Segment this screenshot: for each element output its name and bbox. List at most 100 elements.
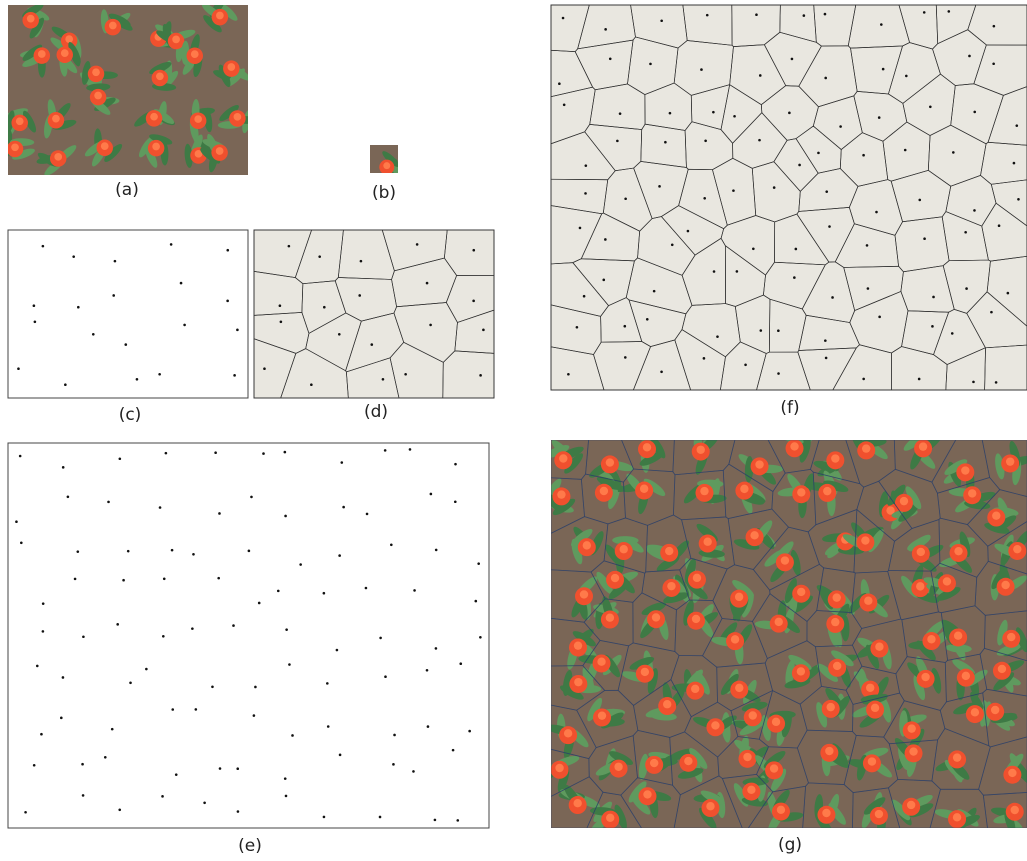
point xyxy=(882,68,885,71)
point xyxy=(112,294,115,297)
point xyxy=(107,501,110,504)
point xyxy=(875,211,878,214)
point xyxy=(482,329,485,332)
point xyxy=(262,452,265,455)
point xyxy=(454,500,457,503)
flower-center xyxy=(962,672,970,680)
point xyxy=(250,496,253,499)
point xyxy=(19,455,22,458)
point xyxy=(671,243,674,246)
flower-center xyxy=(152,143,160,151)
point xyxy=(712,111,715,114)
flower-center xyxy=(94,92,102,100)
point xyxy=(434,819,437,822)
point xyxy=(171,708,174,711)
point xyxy=(479,374,482,377)
point xyxy=(824,77,827,80)
point xyxy=(660,370,663,373)
point xyxy=(687,230,690,233)
point xyxy=(931,325,934,328)
flower-center xyxy=(16,117,24,125)
point xyxy=(42,602,45,605)
flower-center xyxy=(692,615,700,623)
point xyxy=(585,164,588,167)
point xyxy=(42,245,45,248)
point xyxy=(477,562,480,565)
point xyxy=(435,647,438,650)
point xyxy=(732,189,735,192)
point xyxy=(340,461,343,464)
point xyxy=(33,304,36,307)
point xyxy=(426,669,429,672)
point xyxy=(20,541,23,544)
flower-center xyxy=(833,662,841,670)
point xyxy=(393,734,396,737)
point xyxy=(669,112,672,115)
point xyxy=(968,55,971,58)
point xyxy=(579,227,582,230)
point xyxy=(382,378,385,381)
point xyxy=(76,550,79,553)
point xyxy=(82,794,85,797)
point xyxy=(165,452,168,455)
point xyxy=(824,339,827,342)
flower-center xyxy=(735,684,743,692)
flower-center xyxy=(600,487,608,495)
flower-center xyxy=(909,747,917,755)
point xyxy=(567,373,570,376)
point xyxy=(472,300,475,303)
flower-center xyxy=(606,458,614,466)
point xyxy=(17,367,20,370)
point xyxy=(163,577,166,580)
point xyxy=(336,649,339,652)
flower-center xyxy=(234,113,242,121)
flower-center xyxy=(943,577,951,585)
point xyxy=(15,520,18,523)
point xyxy=(258,602,261,605)
flower-center xyxy=(1011,806,1019,814)
point xyxy=(474,600,477,603)
point xyxy=(342,506,345,509)
point xyxy=(825,190,828,193)
point xyxy=(744,363,747,366)
point xyxy=(862,154,865,157)
point xyxy=(211,686,214,689)
flower-center xyxy=(667,582,675,590)
flower-center xyxy=(643,443,651,451)
point xyxy=(452,749,455,752)
flower-center xyxy=(641,668,649,676)
caption: (b) xyxy=(372,183,396,203)
point xyxy=(602,279,605,282)
point xyxy=(777,329,780,332)
panel-f-voronoi xyxy=(551,5,1027,390)
flower-center xyxy=(194,115,202,123)
point xyxy=(576,326,579,329)
flower-center xyxy=(919,442,927,450)
point xyxy=(704,139,707,142)
point xyxy=(604,238,607,241)
flower-center xyxy=(954,547,962,555)
point xyxy=(338,554,341,557)
point xyxy=(413,589,416,592)
point xyxy=(34,321,37,324)
point xyxy=(793,276,796,279)
point xyxy=(759,329,762,332)
point xyxy=(795,248,798,251)
point xyxy=(624,197,627,200)
flower-center xyxy=(109,22,117,30)
flower-center xyxy=(52,115,60,123)
point xyxy=(175,773,178,776)
point xyxy=(310,383,313,386)
point xyxy=(824,13,827,16)
flower-center xyxy=(156,72,164,80)
point xyxy=(759,74,762,77)
point xyxy=(233,374,236,377)
point xyxy=(323,306,326,309)
point xyxy=(338,333,341,336)
point xyxy=(92,333,95,336)
point xyxy=(237,810,240,813)
point xyxy=(236,767,239,770)
point xyxy=(248,550,251,553)
point xyxy=(664,141,667,144)
point xyxy=(456,819,459,822)
